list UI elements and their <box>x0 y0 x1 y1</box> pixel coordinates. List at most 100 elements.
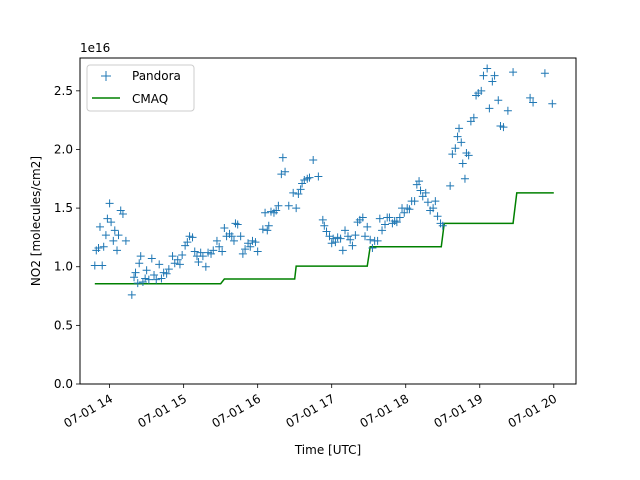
pandora-point <box>264 221 273 230</box>
pandora-point <box>341 226 350 235</box>
legend-pandora-label: Pandora <box>132 69 181 83</box>
pandora-point <box>548 99 557 108</box>
pandora-point <box>351 231 360 240</box>
pandora-point <box>133 279 142 288</box>
pandora-point <box>281 167 290 176</box>
pandora-point <box>368 243 377 252</box>
pandora-point <box>361 232 370 241</box>
pandora-point <box>101 231 110 240</box>
pandora-point <box>485 104 494 113</box>
pandora-point <box>410 197 419 206</box>
y-axis-title: NO2 [molecules/cm2] <box>29 156 43 286</box>
pandora-point <box>194 258 203 267</box>
pandora-point <box>168 252 177 261</box>
pandora-point <box>164 265 173 274</box>
pandora-point <box>509 68 518 77</box>
pandora-point <box>331 238 340 247</box>
pandora-point <box>241 245 250 254</box>
pandora-point <box>320 221 329 230</box>
pandora-point <box>261 208 270 217</box>
pandora-point <box>346 235 355 244</box>
pandora-point <box>392 218 401 227</box>
pandora-point <box>529 98 538 107</box>
pandora-point <box>431 197 440 206</box>
pandora-point <box>229 236 238 245</box>
pandora-point <box>494 96 503 105</box>
pandora-point <box>215 242 224 251</box>
pandora-point <box>278 153 287 162</box>
pandora-point <box>109 236 118 245</box>
pandora-point <box>460 174 469 183</box>
pandora-point <box>366 235 375 244</box>
pandora-point <box>415 177 424 186</box>
pandora-point <box>381 220 390 229</box>
pandora-point <box>448 150 457 159</box>
pandora-point <box>446 181 455 190</box>
pandora-point <box>416 186 425 195</box>
pandora-point <box>94 243 103 252</box>
pandora-point <box>152 275 161 284</box>
pandora-point <box>162 269 171 278</box>
pandora-point <box>220 224 229 233</box>
pandora-point <box>272 206 281 215</box>
pandora-point <box>127 290 136 299</box>
pandora-point <box>157 274 166 283</box>
pandora-point <box>499 123 508 132</box>
pandora-point <box>378 226 387 235</box>
pandora-point <box>358 213 367 222</box>
pandora-point <box>451 144 460 153</box>
x-axis-title: Time [UTC] <box>294 443 361 457</box>
pandora-point <box>457 138 466 147</box>
pandora-point <box>178 251 187 260</box>
pandora-point <box>433 212 442 221</box>
pandora-point <box>212 236 221 245</box>
pandora-point <box>274 201 283 210</box>
legend-box <box>86 64 195 112</box>
plot-area <box>90 64 557 299</box>
pandora-point <box>175 260 184 269</box>
pandora-point <box>336 234 345 243</box>
pandora-point <box>488 77 497 86</box>
pandora-point <box>144 275 153 284</box>
pandora-point <box>385 213 394 222</box>
y-tick-label: 2.5 <box>54 84 73 98</box>
legend: Pandora CMAQ <box>86 64 195 112</box>
legend-cmaq-label: CMAQ <box>132 92 168 106</box>
pandora-point <box>464 151 473 160</box>
pandora-point <box>327 239 336 248</box>
pandora-point <box>190 247 199 256</box>
pandora-point <box>150 270 159 279</box>
pandora-point <box>105 199 114 208</box>
pandora-point <box>490 71 499 80</box>
pandora-point <box>503 106 512 115</box>
pandora-point <box>253 247 262 256</box>
pandora-point <box>103 214 112 223</box>
y-tick-label: 0.0 <box>54 377 73 391</box>
pandora-point <box>201 262 210 271</box>
pandora-point <box>540 69 549 78</box>
pandora-point <box>209 246 218 255</box>
pandora-point <box>118 209 127 218</box>
pandora-point <box>263 226 272 235</box>
y-axis: 0.0 0.5 1.0 1.5 2.0 2.5 <box>54 84 80 391</box>
pandora-point <box>110 226 119 235</box>
pandora-point <box>284 201 293 210</box>
pandora-point <box>238 249 247 258</box>
pandora-point <box>188 233 197 242</box>
pandora-point <box>322 227 331 236</box>
y-tick-label: 2.0 <box>54 142 73 156</box>
pandora-point <box>305 173 314 182</box>
legend-pandora-marker <box>101 71 111 81</box>
pandora-point <box>246 242 255 251</box>
pandora-point <box>136 252 145 261</box>
pandora-point <box>131 268 140 277</box>
pandora-point <box>309 156 318 165</box>
pandora-point <box>400 208 409 217</box>
pandora-point <box>198 252 207 261</box>
pandora-point <box>113 246 122 255</box>
pandora-point <box>453 132 462 141</box>
y-tick-label: 1.0 <box>54 260 73 274</box>
pandora-point <box>183 238 192 247</box>
y-tick-label: 0.5 <box>54 318 73 332</box>
